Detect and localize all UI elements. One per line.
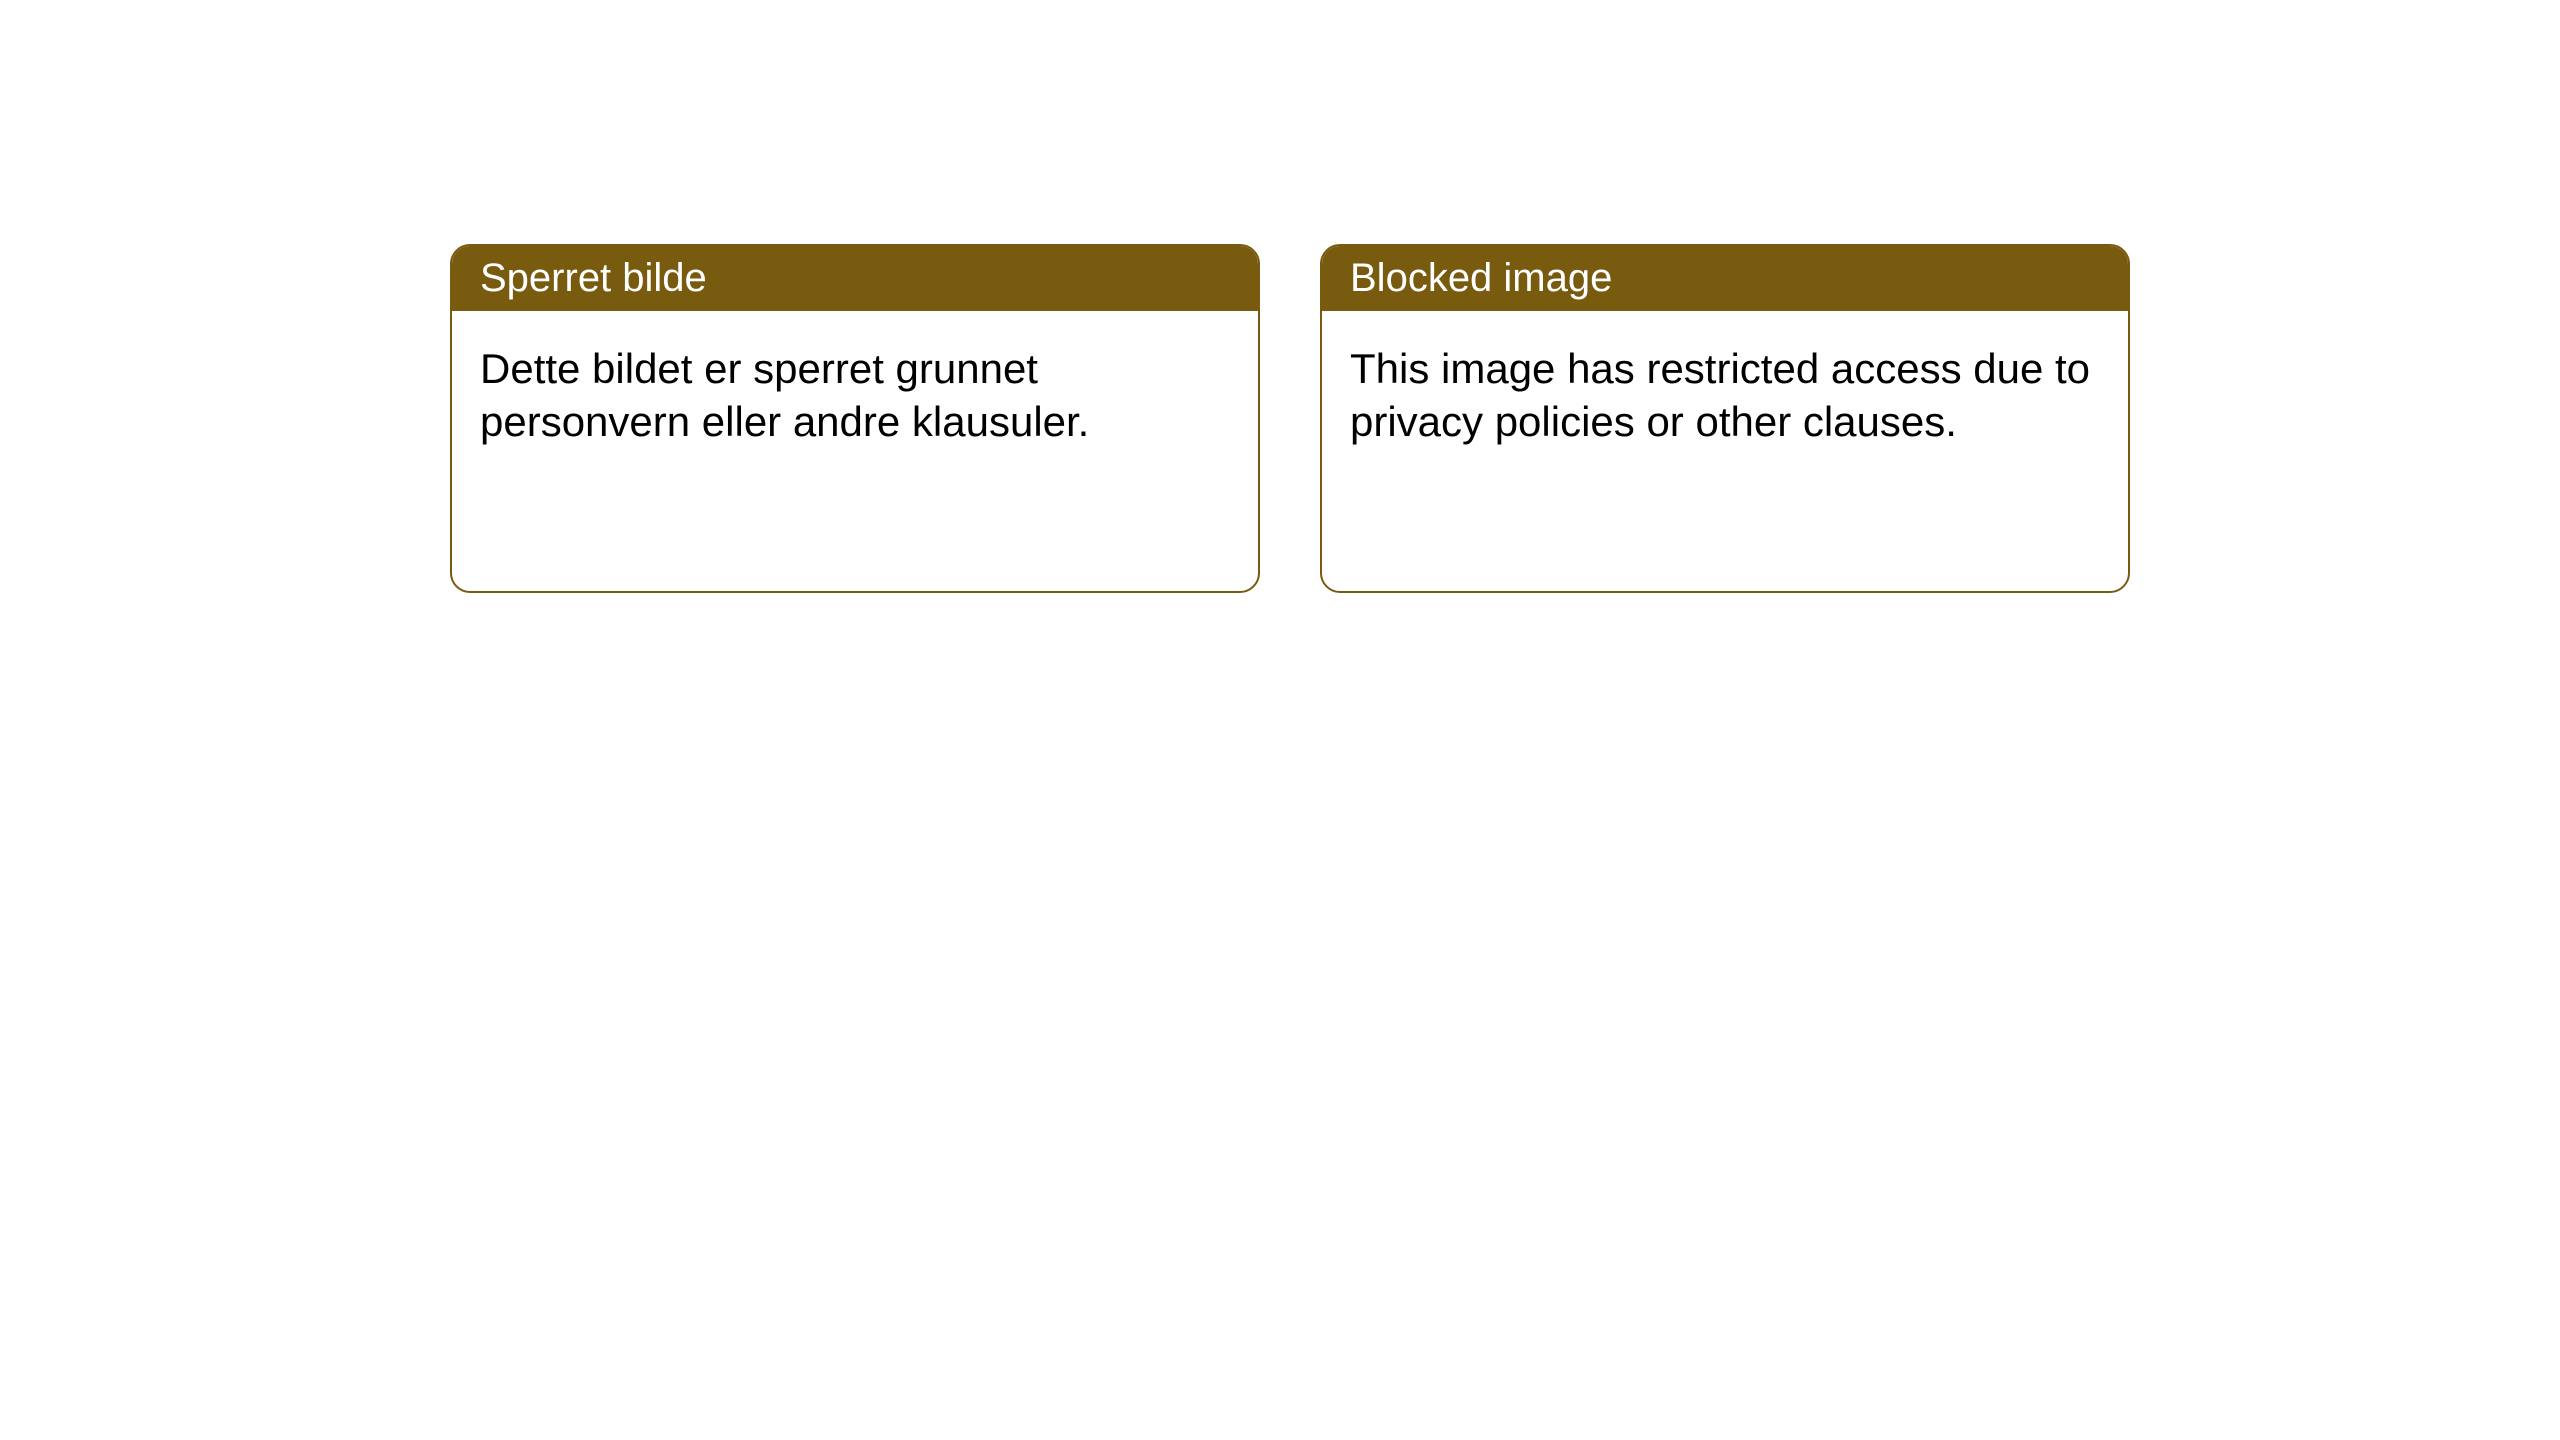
notice-card-english: Blocked image This image has restricted … — [1320, 244, 2130, 593]
notice-card-norwegian: Sperret bilde Dette bildet er sperret gr… — [450, 244, 1260, 593]
notice-body: This image has restricted access due to … — [1322, 311, 2128, 591]
notice-container: Sperret bilde Dette bildet er sperret gr… — [0, 0, 2560, 593]
notice-title: Blocked image — [1350, 256, 1612, 300]
notice-header: Blocked image — [1322, 246, 2128, 311]
notice-text: Dette bildet er sperret grunnet personve… — [480, 345, 1089, 445]
notice-body: Dette bildet er sperret grunnet personve… — [452, 311, 1258, 591]
notice-title: Sperret bilde — [480, 256, 707, 300]
notice-text: This image has restricted access due to … — [1350, 345, 2090, 445]
notice-header: Sperret bilde — [452, 246, 1258, 311]
